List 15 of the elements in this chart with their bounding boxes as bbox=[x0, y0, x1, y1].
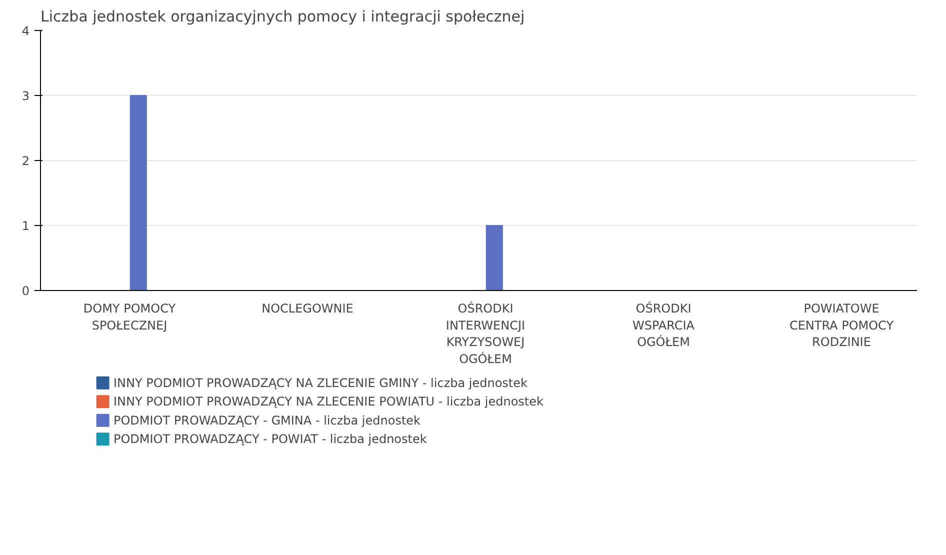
y-tick-label: 0 bbox=[22, 284, 30, 298]
legend-label: PODMIOT PROWADZĄCY - GMINA - liczba jednostek bbox=[113, 413, 421, 428]
legend-label: INNY PODMIOT PROWADZĄCY NA ZLECENIE POWIATU - liczba jednostek bbox=[113, 394, 544, 409]
y-tick-label: 4 bbox=[22, 24, 30, 38]
chart-title: Liczba jednostek organizacyjnych pomocy i integracji społecznej bbox=[40, 8, 525, 26]
y-tick-label: 1 bbox=[22, 219, 30, 233]
x-tick-label: OŚRODKI WSPARCIA OGÓŁEM bbox=[632, 300, 696, 350]
x-tick-label: DOMY POMOCY SPOŁECZNEJ bbox=[83, 302, 176, 332]
x-tick-label: OŚRODKI INTERWENCJI KRYZYSOWEJ OGÓŁEM bbox=[446, 300, 526, 366]
legend-label: PODMIOT PROWADZĄCY - POWIAT - liczba jednostek bbox=[113, 432, 427, 446]
legend-label: INNY PODMIOT PROWADZĄCY NA ZLECENIE GMINY - liczba jednostek bbox=[113, 376, 528, 390]
y-tick-label: 2 bbox=[22, 154, 30, 168]
x-tick-label: NOCLEGOWNIE bbox=[262, 302, 354, 316]
y-tick-label: 3 bbox=[22, 89, 30, 103]
x-tick-label: POWIATOWE CENTRA POMOCY RODZINIE bbox=[789, 302, 894, 350]
